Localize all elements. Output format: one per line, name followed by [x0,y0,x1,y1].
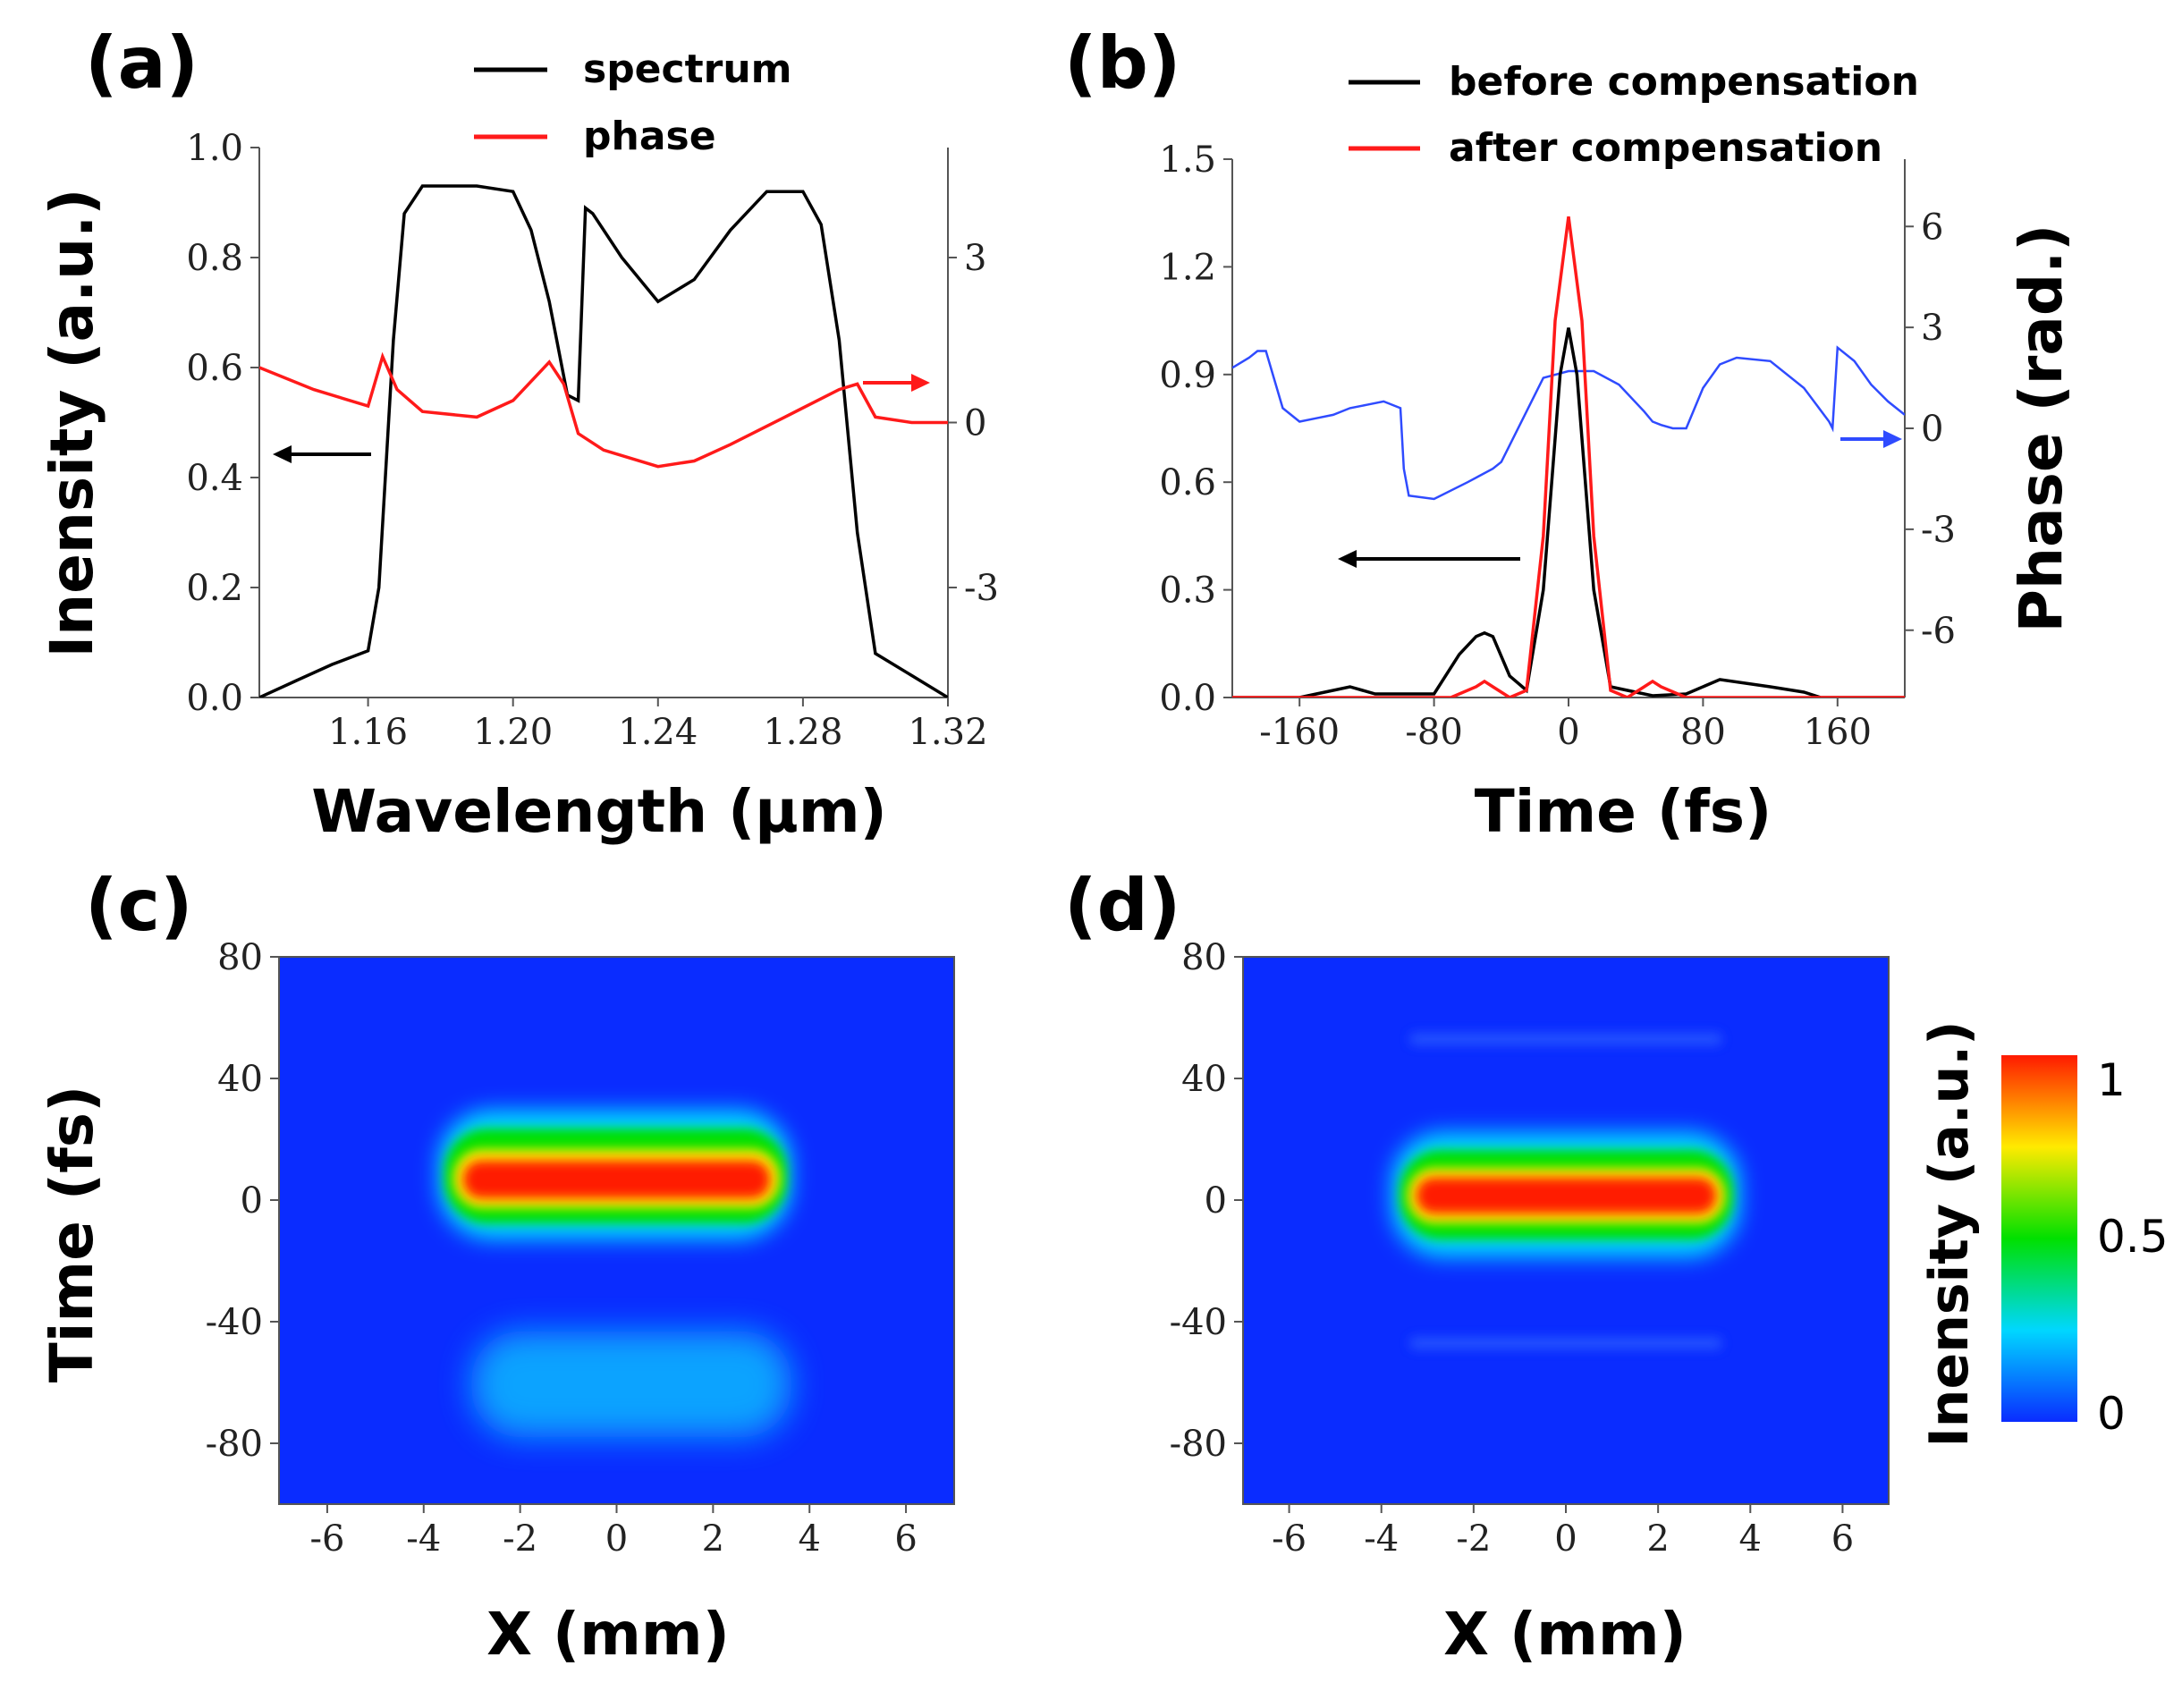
y-tick-label: 0.8 [186,238,243,279]
y-tick-label: 0.3 [1159,571,1216,612]
y-tick-label: 40 [217,1059,263,1100]
legend-a-phase-label: phase [583,114,716,159]
y2-tick-label: -3 [1921,510,1956,551]
x-tick-label: 4 [798,1518,820,1560]
x-tick-label: -160 [1259,712,1340,753]
x-tick-label: 160 [1804,712,1872,753]
x-tick-label: 2 [1646,1518,1669,1560]
legend-b-before-label: before compensation [1449,59,1919,105]
x-tick-label: 6 [894,1518,917,1560]
panel-c: (c) -6 -4 -2 0 2 4 6 80 40 0 -40 -80 X (mm) Time (f… [38,864,954,1669]
panel-b: (b) before compensation after compensati… [1064,21,2076,846]
x-tick-label: -6 [1272,1518,1307,1560]
series-b-phase [1232,348,1905,499]
y-tick-label: -80 [1170,1424,1227,1465]
arrow-a-left [273,445,371,463]
x-tick-label: 0 [605,1518,628,1560]
x-tick-label: 0 [1554,1518,1577,1560]
panel-d: (d) -6 -4 -2 0 2 4 6 80 40 0 -40 -80 X (mm) 1 0.5 0… [1064,864,2169,1669]
y2-tick-label: 3 [1921,308,1943,349]
x-tick-label: 4 [1739,1518,1762,1560]
x-tick-label: -80 [1405,712,1462,753]
xlabel-d: X (mm) [1443,1600,1687,1669]
series-b-before [1232,328,1905,698]
arrow-b-left [1338,550,1520,568]
x-tick-label: 0 [1557,712,1579,753]
y-tick-label: 0 [241,1180,263,1222]
y-tick-label: 1.5 [1159,140,1216,181]
y-tick-label: 1.0 [186,128,243,169]
y-tick-label: 0.9 [1159,355,1216,396]
x-tick-label: -4 [1364,1518,1399,1560]
x-tick-label: -4 [406,1518,441,1560]
arrow-a-right [863,374,930,392]
y-tick-label: 0.4 [186,458,243,499]
heatmap-d-core [1417,1178,1716,1213]
y-tick-label: 0.6 [1159,462,1216,503]
y-tick-label: 1.2 [1159,247,1216,288]
x-tick-label: -2 [503,1518,537,1560]
panel-c-label: (c) [85,864,193,947]
panel-a-label: (a) [85,21,199,105]
y2-tick-label: 6 [1921,207,1943,248]
arrow-b-right [1840,430,1902,448]
ticks-b: -160 -80 0 80 160 0.0 0.3 0.6 0.9 1.2 1.5 6 3 0 -3 -6 [1159,140,1956,753]
ticks-a: 1.16 1.20 1.24 1.28 1.32 0.0 0.2 0.4 0.6 0.8 1.0 3 0… [186,128,999,753]
series-b-after [1232,216,1905,698]
heatmap-c-core [463,1161,770,1198]
panel-d-label: (d) [1064,864,1180,947]
colorbar [2001,1055,2077,1422]
y-tick-label: 80 [217,937,263,978]
figure: (a) spectrum phase 1.16 1.20 1.24 1.28 1.320… [0,0,2182,1708]
x-tick-label: 6 [1831,1518,1854,1560]
ylabel-c: Time (fs) [38,1086,106,1382]
colorbar-label: Inensity (a.u.) [1918,1020,1981,1447]
y-tick-label: 0.6 [186,348,243,389]
y-tick-label: 0.2 [186,568,243,609]
x-tick-label: 1.20 [473,712,553,753]
x-tick-label: 1.32 [908,712,987,753]
y-tick-label: -80 [206,1424,263,1465]
xlabel-a: Wavelength (μm) [311,777,887,846]
y-tick-label: 80 [1181,937,1227,978]
x-tick-label: 1.16 [328,712,408,753]
ylabel-b: Phase (rad.) [2007,224,2076,633]
x-tick-label: -6 [309,1518,344,1560]
legend-a-spectrum-label: spectrum [583,47,792,92]
x-tick-label: 1.24 [618,712,698,753]
y-tick-label: 0.0 [186,678,243,719]
legend-b-after-label: after compensation [1449,125,1882,171]
y-tick-label: 40 [1181,1059,1227,1100]
ylabel-a: Inensity (a.u.) [38,189,106,658]
y-tick-label: 0.0 [1159,678,1216,719]
y-tick-label: 0 [1205,1180,1227,1222]
y2-tick-label: -3 [964,568,999,609]
y-tick-label: -40 [206,1302,263,1343]
y2-tick-label: 0 [1921,409,1943,450]
x-tick-label: 1.28 [763,712,842,753]
y-tick-label: -40 [1170,1302,1227,1343]
x-tick-label: -2 [1456,1518,1491,1560]
y2-tick-label: 0 [964,403,986,444]
y2-tick-label: -6 [1921,611,1956,652]
panel-a: (a) spectrum phase 1.16 1.20 1.24 1.28 1.32 0… [38,21,999,846]
y2-tick-label: 3 [964,238,986,279]
panel-b-label: (b) [1064,21,1180,105]
series-a-spectrum [259,186,948,698]
heatmap-d-satellite-upper [1409,1033,1722,1045]
xlabel-c: X (mm) [486,1600,730,1669]
colorbar-tick-0: 0 [2097,1388,2126,1440]
x-tick-label: 2 [702,1518,724,1560]
heatmap-d-satellite-lower [1409,1337,1722,1349]
colorbar-tick-05: 0.5 [2097,1211,2169,1263]
colorbar-tick-1: 1 [2097,1054,2126,1106]
xlabel-b: Time (fs) [1475,777,1772,846]
x-tick-label: 80 [1680,712,1726,753]
heatmap-c-prepulse [471,1332,791,1437]
